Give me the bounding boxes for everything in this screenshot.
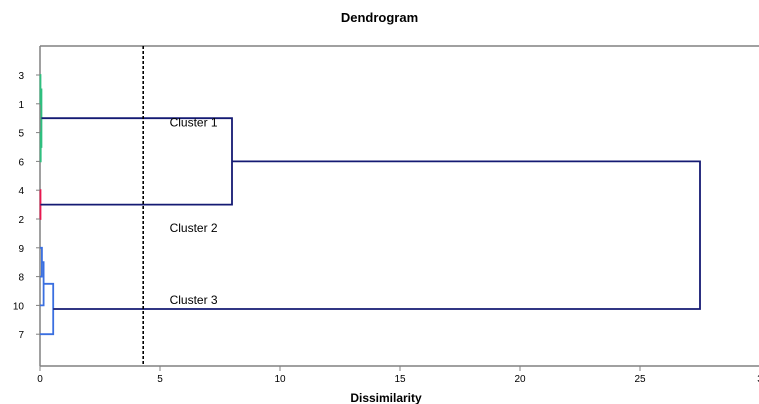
chart-title: Dendrogram [341,10,418,25]
x-tick-label: 10 [274,374,286,385]
cluster-annotations: Cluster 1 Cluster 2 Cluster 3 [170,116,218,308]
x-tick-label: 15 [394,374,406,385]
leaf-label: 5 [18,129,24,140]
leaf-label: 7 [18,330,24,341]
x-axis-ticks: 0 5 10 15 20 25 3 [37,366,759,385]
leaf-label: 4 [18,186,24,197]
x-tick-label: 0 [37,374,43,385]
x-tick-label: 20 [514,374,526,385]
x-tick-label: 25 [634,374,646,385]
x-axis-label: Dissimilarity [350,391,422,404]
cluster-label: Cluster 2 [170,221,218,235]
leaf-label: 3 [18,71,24,82]
leaf-label: 10 [13,301,25,312]
leaf-label: 2 [18,215,24,226]
y-axis-leaf-labels: 3 1 5 6 4 2 9 8 10 7 [13,71,40,341]
leaf-label: 1 [18,100,24,111]
leaf-label: 9 [18,244,24,255]
dendrogram-links [39,74,701,336]
link-c1 [40,88,43,148]
link-m12 [40,117,233,206]
leaf-label: 8 [18,273,24,284]
plot-frame [39,45,759,367]
link-c3 [40,282,55,336]
cluster-label: Cluster 1 [170,116,218,130]
cluster-label: Cluster 3 [170,293,218,307]
leaf-label: 6 [18,157,24,168]
x-tick-label: 5 [157,374,163,385]
link-root [53,160,701,310]
x-tick-label: 3 [757,374,759,385]
